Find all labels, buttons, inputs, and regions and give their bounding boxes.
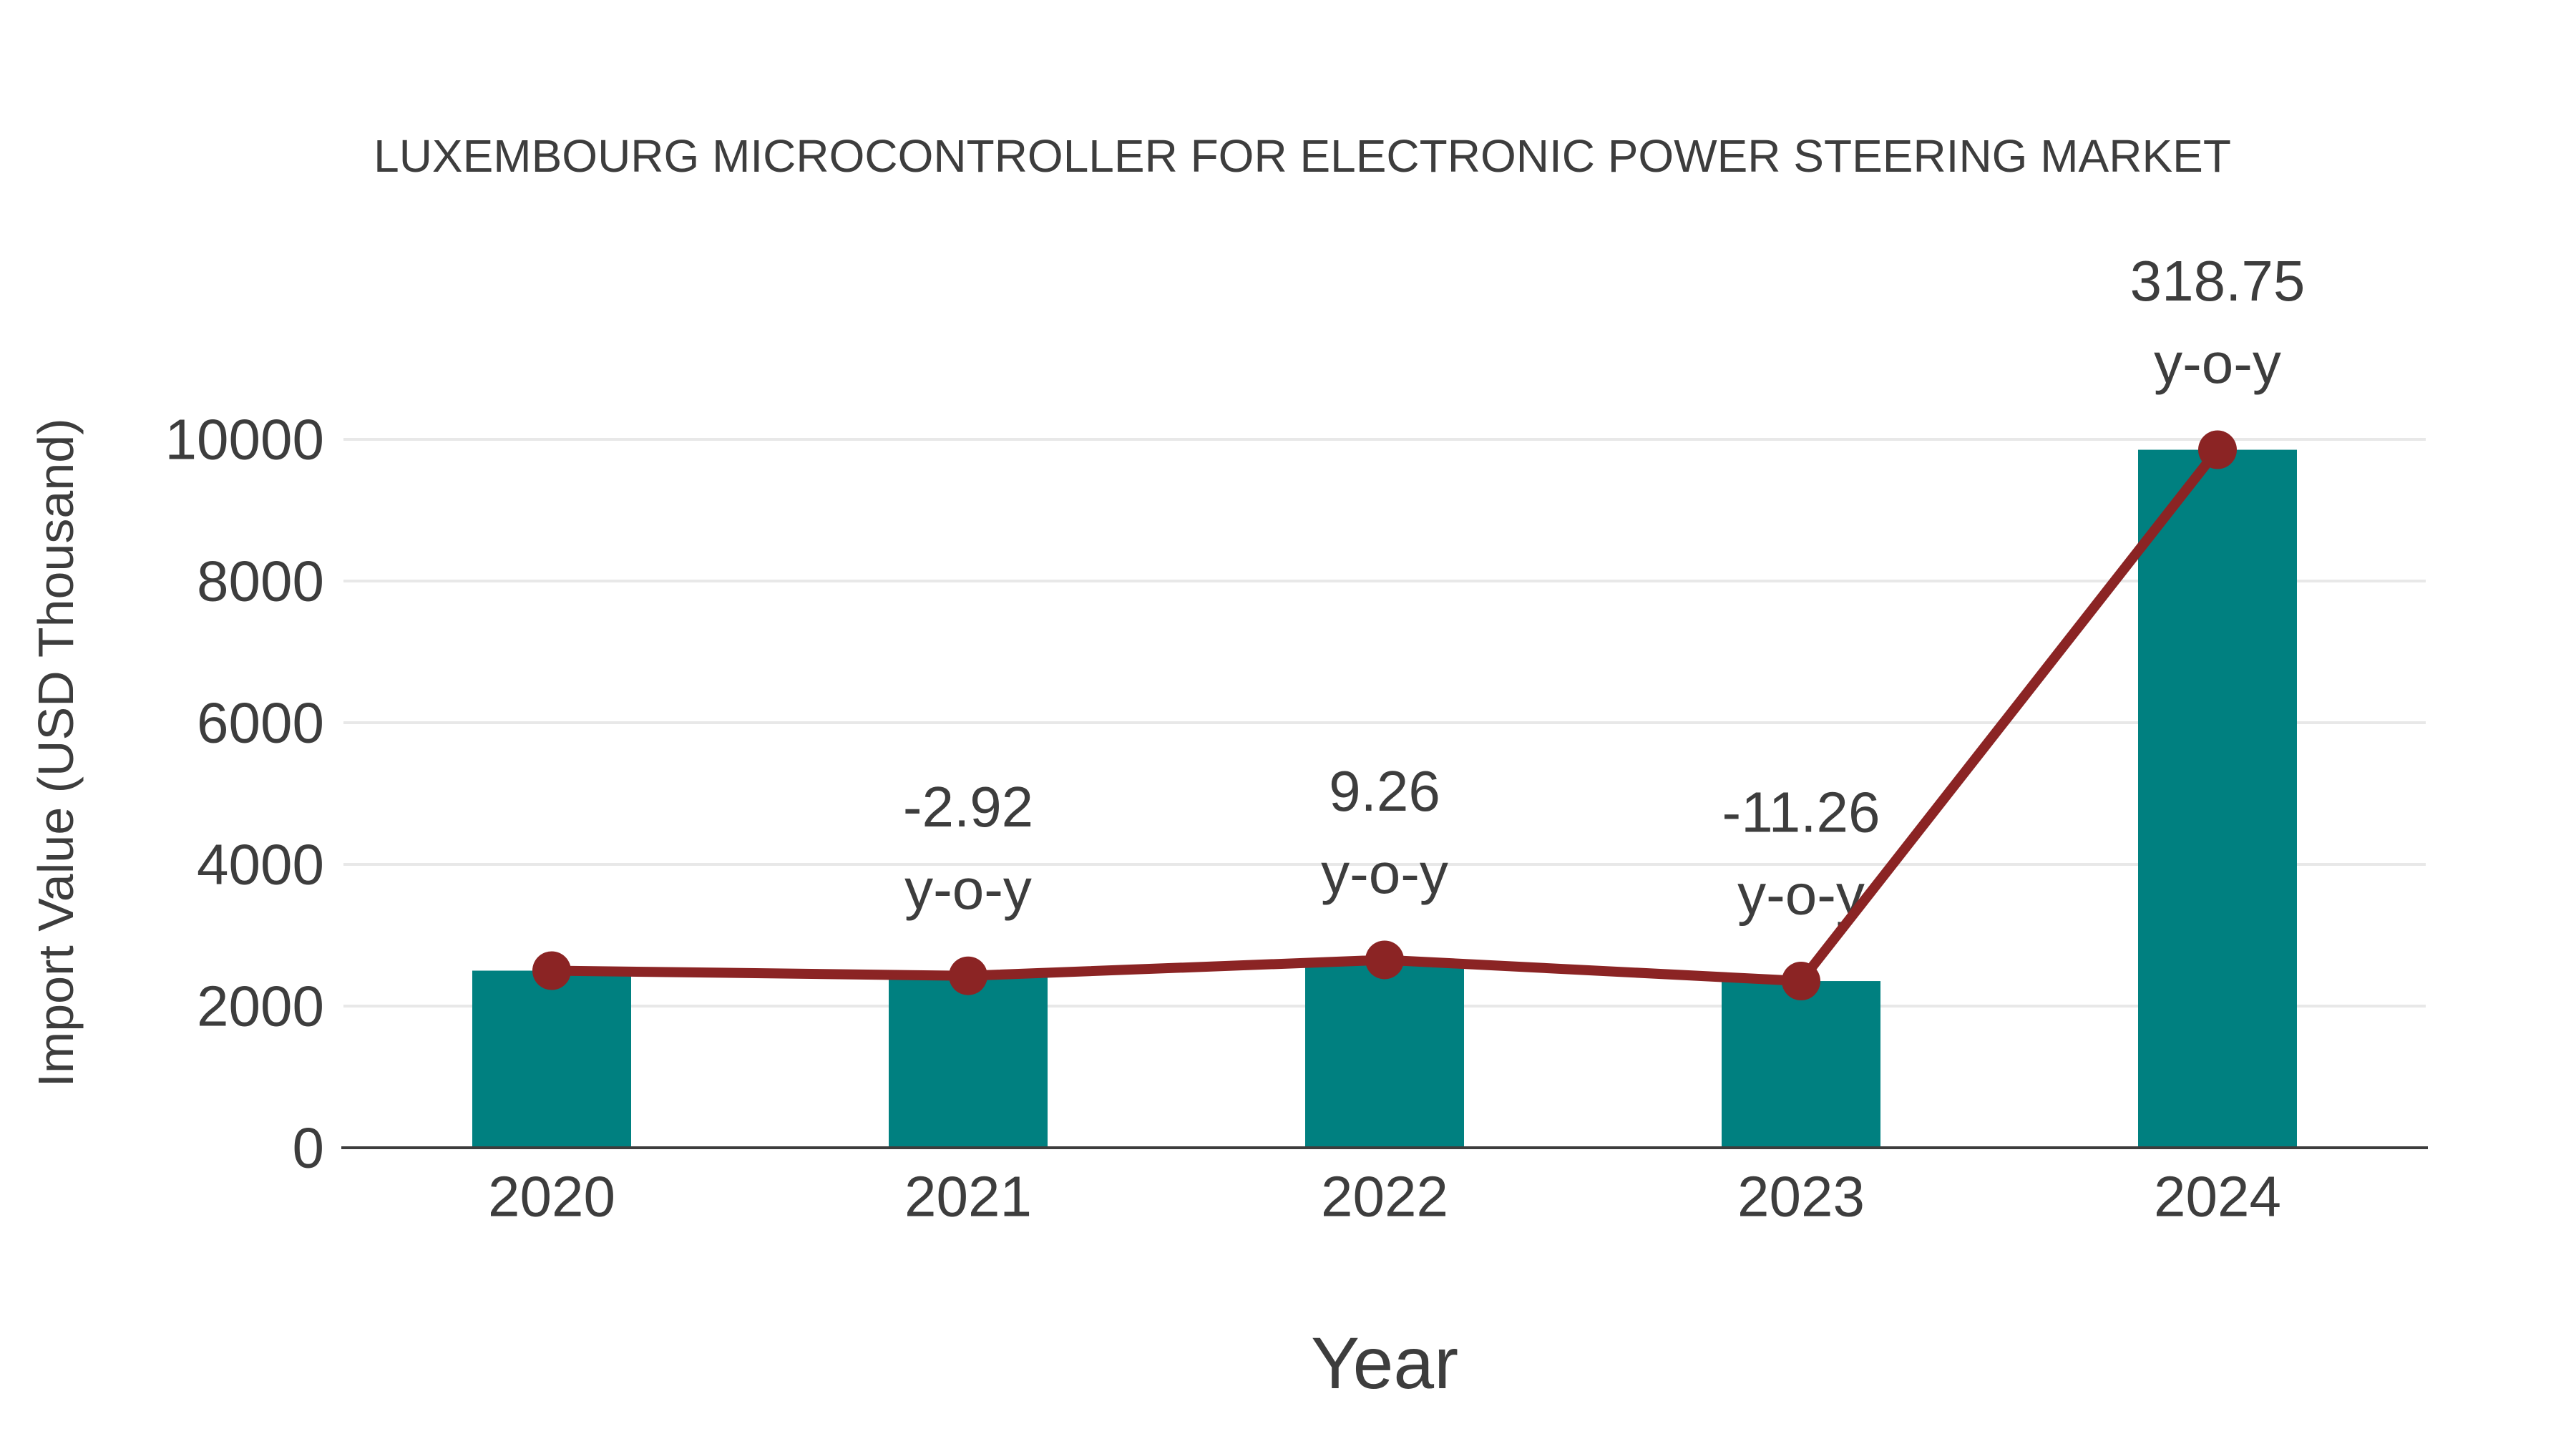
annotation-2023-label: y-o-y <box>1737 863 1865 927</box>
line-marker-2021 <box>949 956 987 995</box>
annotation-2022-value: 9.26 <box>1329 759 1440 823</box>
annotation-2024-value: 318.75 <box>2130 249 2306 313</box>
y-tick-label-2000: 2000 <box>197 975 324 1038</box>
annotation-2024-label: y-o-y <box>2154 331 2281 395</box>
x-tick-label-2020: 2020 <box>488 1165 615 1229</box>
annotations: -2.92 y-o-y 9.26 y-o-y -11.26 y-o-y 318.75 y-o-… <box>903 249 2306 927</box>
bars <box>472 449 2297 1148</box>
line-series <box>532 430 2237 1001</box>
annotation-2021-label: y-o-y <box>904 857 1032 921</box>
line-marker-2020 <box>532 951 571 990</box>
y-tick-label-0: 0 <box>293 1116 325 1180</box>
y-tick-label-10000: 10000 <box>165 408 324 472</box>
bar-2020 <box>472 970 631 1148</box>
bar-2024 <box>2138 449 2297 1148</box>
bar-2021 <box>889 975 1048 1148</box>
y-tick-labels: 0 2000 4000 6000 8000 10000 <box>165 408 324 1180</box>
annotation-2023-value: -11.26 <box>1722 781 1880 844</box>
y-tick-label-8000: 8000 <box>197 550 324 613</box>
line-marker-2022 <box>1365 940 1404 980</box>
y-axis-title: Import Value (USD Thousand) <box>28 418 84 1087</box>
annotation-2022-label: y-o-y <box>1321 841 1448 905</box>
line-marker-2023 <box>1782 962 1820 1001</box>
gridlines <box>343 438 2426 1008</box>
x-tick-label-2023: 2023 <box>1737 1165 1865 1229</box>
y-tick-label-4000: 4000 <box>197 833 324 897</box>
x-tick-label-2021: 2021 <box>904 1165 1032 1229</box>
x-tick-label-2022: 2022 <box>1321 1165 1448 1229</box>
x-tick-label-2024: 2024 <box>2154 1165 2281 1229</box>
bar-2022 <box>1305 960 1464 1148</box>
annotation-2021-value: -2.92 <box>903 775 1033 839</box>
chart-title: LUXEMBOURG MICROCONTROLLER FOR ELECTRONI… <box>374 130 2231 182</box>
bar-2023 <box>1722 981 1880 1148</box>
x-axis-title: Year <box>1311 1322 1458 1404</box>
x-tick-labels: 2020 2021 2022 2023 2024 <box>488 1165 2281 1229</box>
y-tick-label-6000: 6000 <box>197 691 324 755</box>
line-marker-2024 <box>2198 430 2237 469</box>
